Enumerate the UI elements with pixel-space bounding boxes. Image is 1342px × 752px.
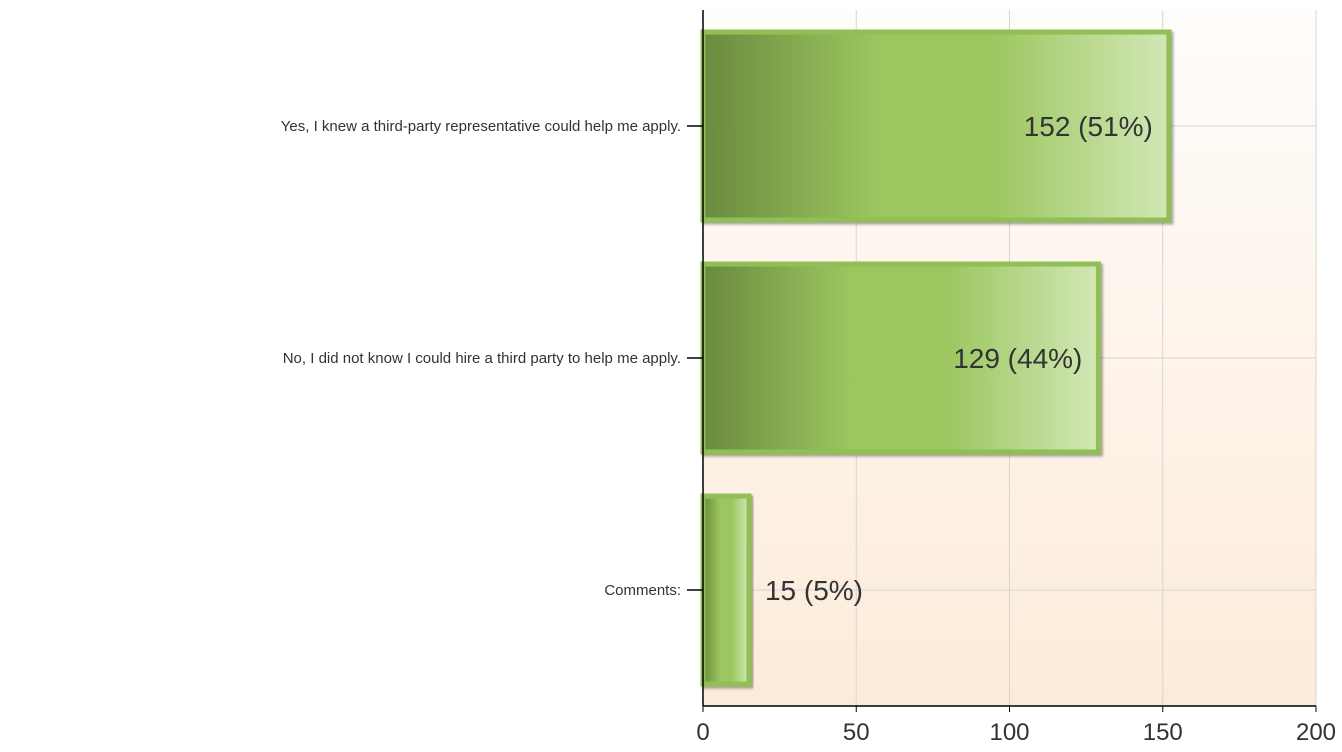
data-label-2: 15 (5%) [765, 575, 863, 606]
bar-0 [700, 29, 1172, 223]
axes [687, 10, 1317, 712]
x-tick-label-150: 150 [1143, 719, 1183, 746]
bar-2 [700, 493, 752, 687]
labels: 0 50 100 150 200 Yes, I knew a third-party re… [281, 111, 1336, 746]
bar-group-2 [700, 493, 752, 687]
bar-group-0 [700, 29, 1172, 223]
x-tick-label-100: 100 [989, 719, 1029, 746]
x-tick-label-200: 200 [1296, 719, 1336, 746]
category-label-1: No, I did not know I could hire a third … [283, 350, 681, 367]
category-label-2: Comments: [604, 582, 681, 599]
category-label-0: Yes, I knew a third-party representative… [281, 118, 681, 135]
x-tick-label-0: 0 [696, 719, 709, 746]
data-label-1: 129 (44%) [953, 343, 1082, 374]
x-tick-label-50: 50 [843, 719, 870, 746]
data-label-0: 152 (51%) [1024, 111, 1153, 142]
bars [700, 29, 1172, 687]
